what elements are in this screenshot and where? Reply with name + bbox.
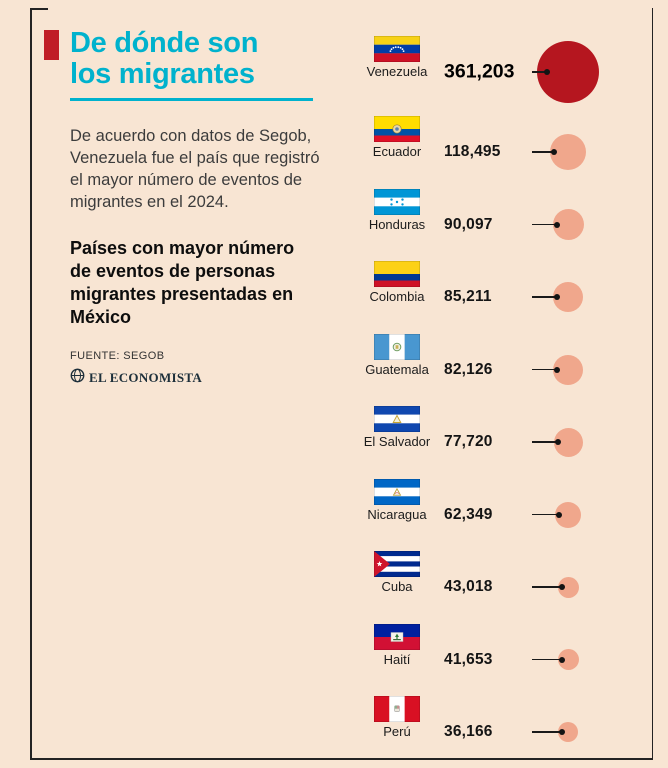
source-label: FUENTE: SEGOB — [70, 349, 165, 362]
value-label: 43,018 — [444, 578, 493, 595]
country-label: Nicaragua — [367, 506, 427, 522]
honduras-flag-icon — [374, 188, 420, 215]
guatemala-flag-icon — [374, 333, 420, 360]
leader-line — [532, 441, 558, 443]
value-label: 118,495 — [444, 143, 501, 160]
chart-row-nicaragua: Nicaragua 62,349 — [362, 475, 654, 548]
bubble-cell — [532, 330, 654, 403]
leader-line — [532, 71, 547, 73]
value-label: 90,097 — [444, 215, 493, 233]
country-label: Cuba — [381, 579, 413, 594]
bubble-cell — [532, 112, 654, 185]
value-circle — [558, 722, 578, 742]
flag-block: Cuba — [362, 551, 432, 594]
leader-dot — [556, 511, 562, 518]
chart-row-peru: Perú 36,166 — [362, 692, 654, 765]
chart-row-honduras: Honduras 90,097 — [362, 185, 654, 258]
el-salvador-flag-icon — [374, 406, 420, 432]
bubble-cell — [532, 475, 654, 548]
leader-dot — [559, 729, 565, 735]
leader-line — [532, 223, 557, 226]
flag-block: Perú — [362, 696, 432, 739]
bubble-cell — [532, 257, 654, 330]
chart-row-guatemala: Guatemala 82,126 — [362, 330, 654, 403]
leader-line — [532, 368, 557, 371]
bubble-cell — [532, 32, 654, 112]
value-circle — [557, 649, 579, 670]
chart-row-el-salvador: El Salvador 77,720 — [362, 402, 654, 475]
leader-dot — [544, 69, 550, 75]
page-title: De dónde son los migrantes — [70, 27, 259, 90]
value-label: 62,349 — [444, 505, 493, 523]
value-label: 82,126 — [444, 360, 493, 378]
value-label: 77,720 — [444, 433, 493, 450]
country-label: Haití — [383, 651, 411, 667]
flag-block: Venezuela — [362, 36, 432, 79]
leader-dot — [553, 221, 560, 228]
bubble-cell — [532, 547, 654, 620]
bubble-cell — [532, 692, 654, 765]
left-column: De dónde son los migrantes De acuerdo co… — [70, 28, 340, 388]
leader-line — [532, 586, 562, 588]
flag-block: Haití — [362, 623, 432, 667]
title-accent-bar — [44, 30, 59, 60]
intro-paragraph: De acuerdo con datos de Segob, Venezuela… — [70, 127, 320, 212]
country-label: Ecuador — [372, 144, 422, 159]
chart-row-colombia: Colombia 85,211 — [362, 257, 654, 330]
bubble-cell — [532, 620, 654, 693]
value-circle — [557, 576, 579, 598]
leader-dot — [558, 584, 565, 590]
leader-line — [532, 731, 562, 733]
flag-block: Colombia — [362, 261, 432, 304]
ecuador-flag-icon — [374, 116, 420, 142]
nicaragua-flag-icon — [374, 478, 420, 505]
value-label: 41,653 — [444, 650, 493, 668]
chart-row-cuba: Cuba 43,018 — [362, 547, 654, 620]
colombia-flag-icon — [374, 261, 420, 287]
chart-panel: Venezuela 361,203 — [362, 32, 654, 765]
chart-row-ecuador: Ecuador 118,495 — [362, 112, 654, 185]
country-label: Colombia — [369, 289, 425, 304]
country-label: El Salvador — [363, 434, 431, 449]
bubble-cell — [532, 185, 654, 258]
leader-line — [532, 151, 554, 153]
leader-dot — [554, 439, 561, 445]
venezuela-flag-icon — [374, 36, 420, 62]
country-label: Honduras — [368, 216, 426, 232]
flag-block: Honduras — [362, 188, 432, 232]
bubble-cell — [532, 402, 654, 475]
leader-dot — [554, 366, 560, 373]
brand-logo-text: EL ECONOMISTA — [89, 369, 203, 385]
haiti-flag-icon — [374, 623, 420, 650]
leader-dot — [554, 294, 560, 300]
value-label: 361,203 — [444, 60, 515, 83]
cuba-flag-icon — [374, 551, 420, 577]
country-label: Perú — [383, 724, 411, 739]
leader-dot — [551, 149, 557, 155]
flag-block: El Salvador — [362, 406, 432, 449]
value-label: 85,211 — [444, 288, 492, 305]
globe-icon — [70, 368, 85, 388]
chart-subtitle: Países con mayor número de eventos de pe… — [70, 238, 295, 327]
flag-block: Guatemala — [362, 333, 432, 377]
leader-line — [532, 296, 557, 298]
title-underline — [70, 98, 313, 102]
value-label: 36,166 — [444, 723, 493, 740]
country-label: Guatemala — [365, 361, 429, 377]
chart-row-venezuela: Venezuela 361,203 — [362, 32, 654, 112]
leader-line — [532, 513, 559, 516]
flag-block: Ecuador — [362, 116, 432, 159]
country-label: Venezuela — [366, 64, 428, 79]
chart-row-haiti: Haití 41,653 — [362, 620, 654, 693]
peru-flag-icon — [374, 696, 420, 722]
leader-dot — [558, 656, 565, 663]
brand-row: EL ECONOMISTA — [70, 368, 340, 388]
flag-block: Nicaragua — [362, 478, 432, 522]
leader-line — [532, 658, 562, 661]
